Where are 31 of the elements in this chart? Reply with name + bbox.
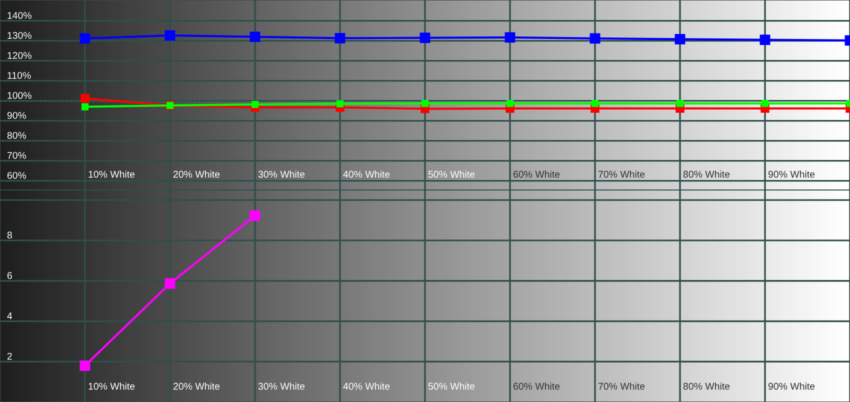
x-tick-label: 50% White [428,170,475,178]
x-tick-label: 20% White [173,382,220,390]
x-tick-label: 60% White [513,170,560,178]
x-tick-label: 80% White [683,382,730,390]
y-tick-label: 120% [8,52,32,59]
x-tick-label: 40% White [343,382,390,390]
y-tick-label: 4 [7,312,12,320]
x-tick-label: 70% White [598,382,645,390]
y-tick-label: 110% [8,72,31,79]
x-tick-label: 90% White [768,170,815,178]
x-tick-label: 30% White [258,382,305,390]
y-tick-label: 60% [7,172,26,179]
x-tick-label: 10% White [88,170,135,178]
x-tick-label: 20% White [173,170,220,178]
x-tick-label: 40% White [343,170,390,178]
x-tick-label: 30% White [258,170,305,178]
x-tick-label: 80% White [683,170,730,178]
x-tick-label: 50% White [428,382,475,390]
x-tick-label: 60% White [513,382,560,390]
y-tick-label: 130% [8,32,32,39]
y-tick-label: 100% [8,92,32,99]
x-tick-label: 10% White [88,382,135,390]
y-tick-label: 70% [7,152,26,159]
x-tick-label: 70% White [598,170,645,178]
y-tick-label: 6 [7,272,12,279]
y-tick-label: 2 [7,352,12,360]
y-tick-label: 140% [8,12,32,19]
y-tick-label: 80% [7,132,26,139]
y-tick-label: 90% [7,112,26,119]
x-tick-label: 90% White [768,382,815,390]
y-tick-label: 8 [7,232,12,239]
